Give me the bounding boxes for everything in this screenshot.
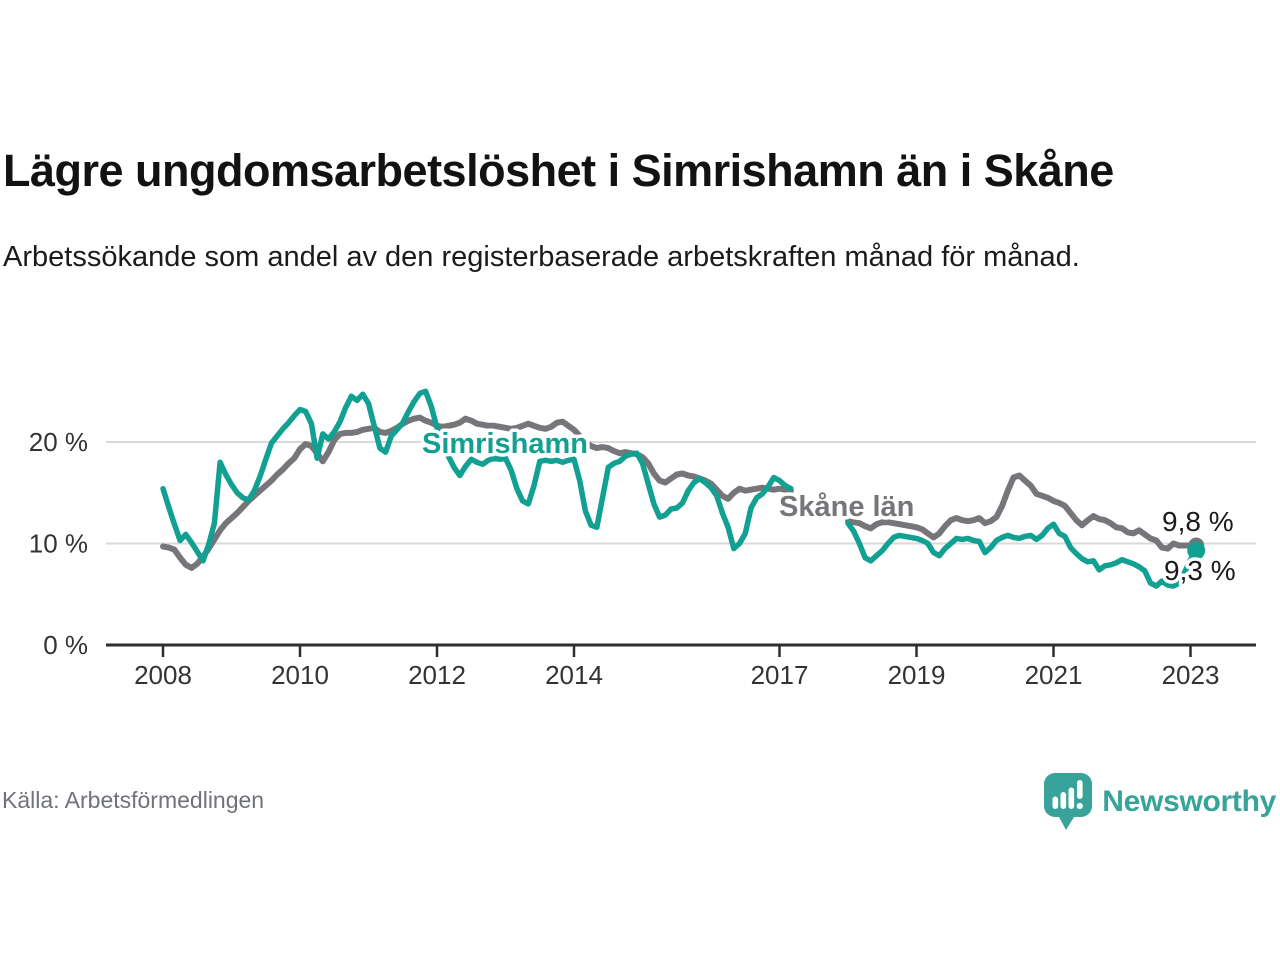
series-line-simrishamn-seg2 [845,520,1199,589]
page-subtitle: Arbetssökande som andel av den registerb… [3,241,1080,273]
x-tick-label-2017: 2017 [751,660,809,690]
x-tick-label-2012: 2012 [408,660,466,690]
series-label-simrishamn: Simrishamn [422,428,588,460]
x-tick-label-2019: 2019 [888,660,946,690]
series-label-skane-lan: Skåne län [779,491,914,523]
newsworthy-logo: Newsworthy [1044,773,1276,831]
end-label-skane: 9,8 % [1162,506,1234,537]
newsworthy-bubble-icon [1044,773,1093,830]
end-label-simrishamn: 9,3 % [1164,555,1236,586]
series-line-skåne-län-seg1 [160,414,794,571]
end-dot-simrishamn [1187,541,1206,560]
x-tick-label-2023: 2023 [1162,660,1220,690]
newsworthy-wordmark: Newsworthy [1102,785,1276,818]
series-line-skåne-län-seg2 [845,472,1200,552]
series-line-simrishamn-seg1 [160,388,794,564]
x-tick-label-2010: 2010 [271,660,329,690]
y-tick-label-20: 20 % [29,427,88,457]
y-tick-label-0: 0 % [43,630,88,660]
x-tick-label-2008: 2008 [134,660,192,690]
x-tick-label-2014: 2014 [545,660,603,690]
x-tick-label-2021: 2021 [1025,660,1083,690]
page-title: Lägre ungdomsarbetslöshet i Simrishamn ä… [3,145,1114,196]
source-note: Källa: Arbetsförmedlingen [2,787,265,813]
y-tick-label-10: 10 % [29,529,88,559]
